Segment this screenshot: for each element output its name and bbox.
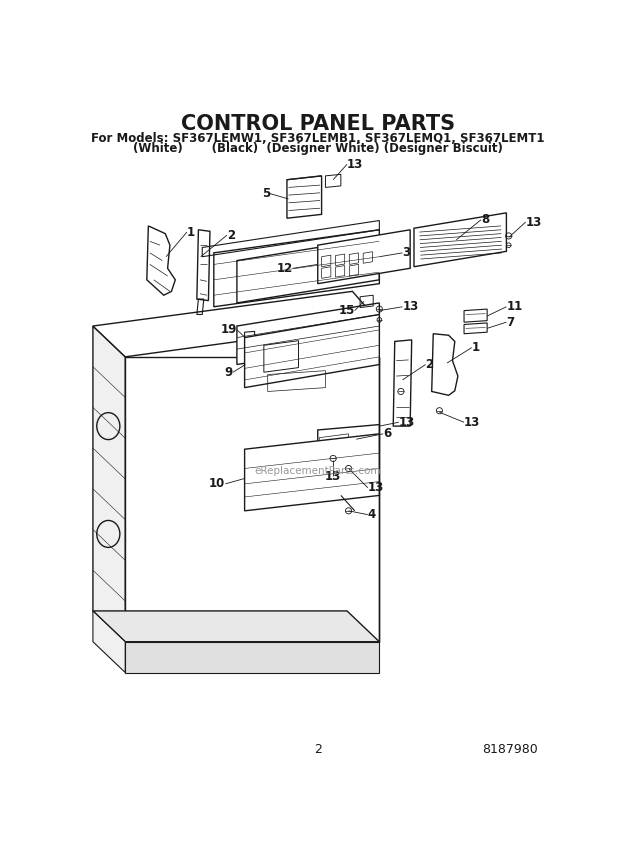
Text: 13: 13 [368,481,384,494]
Text: 1: 1 [472,341,480,354]
Text: 10: 10 [209,478,225,490]
Text: 13: 13 [399,416,415,429]
Text: 3: 3 [402,247,410,259]
Polygon shape [245,314,379,388]
Polygon shape [237,237,379,303]
Polygon shape [93,326,125,642]
Text: CONTROL PANEL PARTS: CONTROL PANEL PARTS [180,115,455,134]
Polygon shape [287,175,322,218]
Text: 9: 9 [225,366,233,378]
Text: 6: 6 [383,427,391,440]
Text: 5: 5 [262,187,270,200]
Text: 8187980: 8187980 [482,743,538,756]
Text: 7: 7 [507,316,515,329]
Text: 2: 2 [314,743,322,756]
Polygon shape [125,642,379,673]
Text: For Models: SF367LEMW1, SF367LEMB1, SF367LEMQ1, SF367LEMT1: For Models: SF367LEMW1, SF367LEMB1, SF36… [91,132,544,145]
Text: 13: 13 [402,300,418,313]
Polygon shape [245,434,379,511]
Polygon shape [317,425,379,457]
Text: eReplacementParts.com: eReplacementParts.com [254,466,381,476]
Polygon shape [414,213,507,267]
Text: 19: 19 [221,324,237,336]
Polygon shape [93,611,125,673]
Text: 12: 12 [277,262,293,275]
Text: 8: 8 [481,213,489,226]
Text: (White)       (Black)  (Designer White) (Designer Biscuit): (White) (Black) (Designer White) (Design… [133,141,503,155]
Polygon shape [237,303,379,365]
Text: 13: 13 [325,470,341,483]
Text: 2: 2 [425,358,433,371]
Text: 11: 11 [507,300,523,313]
Text: 13: 13 [347,158,363,171]
Text: 1: 1 [187,226,195,239]
Polygon shape [317,229,410,283]
Text: 13: 13 [464,416,480,429]
Text: 13: 13 [526,216,542,229]
Polygon shape [125,357,379,642]
Polygon shape [93,291,379,357]
Polygon shape [93,611,379,642]
Text: 2: 2 [227,229,235,241]
Text: 4: 4 [368,508,376,521]
Text: 15: 15 [339,304,355,317]
